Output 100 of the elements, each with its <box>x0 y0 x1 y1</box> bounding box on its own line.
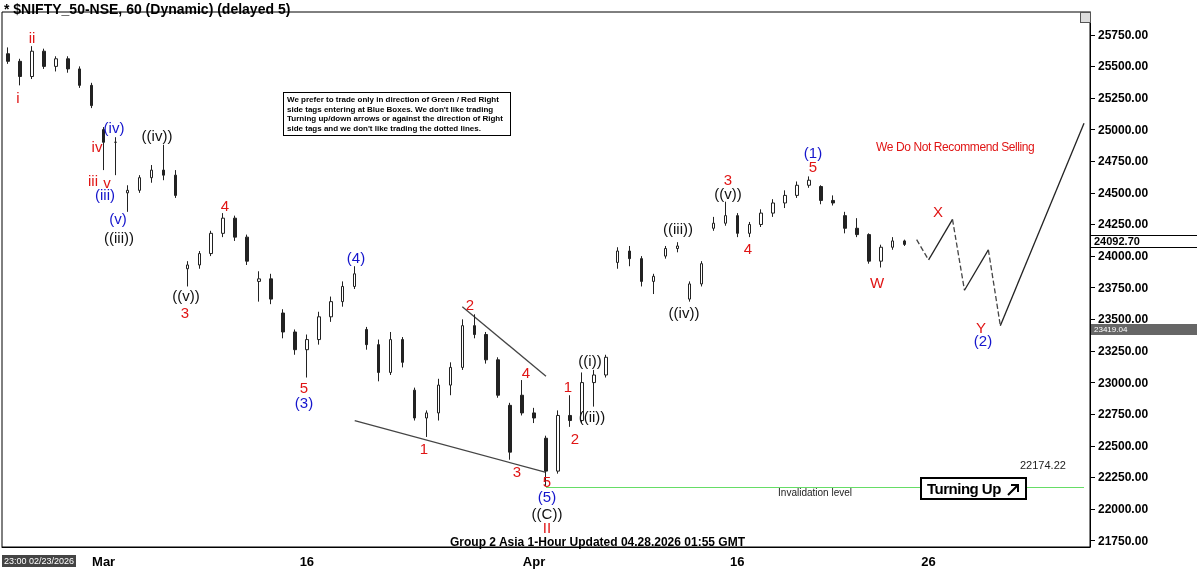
candlestick <box>652 273 655 295</box>
y-tick-label: 24250.00 <box>1098 217 1149 232</box>
annotation: 4 <box>521 363 531 381</box>
annotation: Turning Up <box>920 477 1027 500</box>
candlestick <box>102 126 105 171</box>
annotation: ii <box>28 28 36 46</box>
annotation: iii <box>88 171 98 189</box>
candlestick <box>233 215 237 242</box>
annotation: ((i)) <box>578 351 602 369</box>
annotation: ((iii)) <box>663 219 693 237</box>
candlestick <box>461 318 464 371</box>
candlestick <box>592 369 596 408</box>
candlestick <box>365 326 368 351</box>
candlestick <box>269 273 273 305</box>
candlestick <box>628 245 631 267</box>
y-tick-label: 24000.00 <box>1098 249 1149 264</box>
y-tick-label: 23500.00 <box>1098 312 1149 327</box>
candlestick <box>736 212 739 238</box>
x-tick-label: Apr <box>522 554 546 569</box>
y-tick-label: 22750.00 <box>1098 407 1149 422</box>
candlestick <box>891 236 894 251</box>
y-tick-label: 22500.00 <box>1098 438 1149 453</box>
annotation: 1 <box>563 377 573 395</box>
candlestick <box>484 331 488 365</box>
y-tick-label: 25250.00 <box>1098 91 1149 105</box>
candlestick <box>508 402 512 461</box>
x-tick-label: 16 <box>299 554 315 569</box>
candlestick <box>496 356 500 399</box>
candlestick <box>437 378 440 422</box>
candlestick <box>795 180 799 199</box>
annotation: ((iv)) <box>668 303 700 321</box>
candlestick <box>819 184 823 205</box>
annotation: We prefer to trade only in direction of Green / Red Right side tags entering at Blue Boxes. We don't like trading Turning up/down arrows or against the direction of Right side tags and we don't like trading the dotted lines. <box>283 92 511 136</box>
candlestick <box>42 48 46 70</box>
candlestick <box>473 313 476 339</box>
candlestick <box>90 82 93 109</box>
candlestick <box>6 46 10 65</box>
annotation: ((v)) <box>172 286 200 304</box>
y-tick-label: 24750.00 <box>1098 154 1149 169</box>
candlestick <box>676 241 679 253</box>
candlestick <box>209 230 213 257</box>
candlestick <box>245 234 249 266</box>
annotation: 4 <box>220 196 230 214</box>
annotation: 3 <box>180 303 190 321</box>
annotation: Y <box>976 318 986 336</box>
y-tick-label: 25500.00 <box>1098 59 1149 74</box>
ref-line-label: Invalidation level <box>778 486 852 498</box>
candlestick <box>700 260 703 287</box>
candlestick <box>329 296 333 323</box>
annotation: 4 <box>743 239 753 257</box>
candlestick <box>150 164 153 184</box>
annotation: (5) <box>537 487 557 505</box>
candlestick <box>568 394 572 428</box>
candlestick <box>30 45 34 80</box>
candlestick <box>413 387 416 422</box>
candlestick <box>425 409 428 438</box>
candlestick <box>174 169 177 199</box>
candlestick <box>520 379 524 416</box>
candlestick <box>305 334 309 379</box>
y-tick-label: 25000.00 <box>1098 122 1149 137</box>
y-tick-label: 21750.00 <box>1098 533 1149 548</box>
annotation: 5 <box>299 378 309 396</box>
candlestick <box>604 354 608 379</box>
y-tick-label: 23000.00 <box>1098 375 1149 390</box>
annotation: 1 <box>419 439 429 457</box>
annotation: 22174.22 <box>1020 459 1066 471</box>
candlestick <box>389 331 392 376</box>
candlestick <box>759 208 763 228</box>
candlestick <box>54 55 58 72</box>
candlestick <box>293 328 297 356</box>
y-tick-label: 23750.00 <box>1098 280 1149 295</box>
candlestick <box>688 280 691 303</box>
chart-title: * $NIFTY_50-NSE, 60 (Dynamic) (delayed 5) <box>4 1 291 17</box>
candlestick <box>640 255 643 287</box>
candlestick <box>198 250 201 270</box>
candlestick <box>281 308 285 339</box>
candlestick <box>831 194 835 207</box>
candlestick <box>712 216 715 232</box>
annotation: X <box>932 202 944 220</box>
candlestick <box>341 280 344 308</box>
candlestick <box>377 339 380 382</box>
text: 23:00 02/23/2026 <box>2 555 77 567</box>
candlestick <box>532 407 536 424</box>
candlestick <box>401 336 404 368</box>
candlestick <box>879 244 883 268</box>
annotation: (4) <box>346 248 366 266</box>
annotation: (v) <box>109 209 127 227</box>
candlestick <box>126 184 129 213</box>
text: 24092.70 <box>1091 235 1197 248</box>
candlestick <box>18 58 22 86</box>
candlestick <box>843 211 847 234</box>
annotation: 2 <box>570 429 580 447</box>
annotation: i <box>16 88 20 106</box>
x-tick-label: 26 <box>921 554 936 569</box>
candlestick <box>771 198 775 218</box>
y-tick-label: 24500.00 <box>1098 185 1149 200</box>
candlestick <box>114 136 117 176</box>
candlestick <box>664 245 667 260</box>
candlestick <box>903 239 906 247</box>
annotation: (3) <box>294 393 314 411</box>
